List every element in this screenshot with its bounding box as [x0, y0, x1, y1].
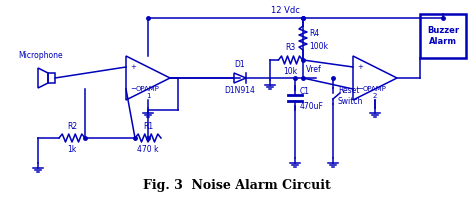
Text: Buzzer
Alarm: Buzzer Alarm: [427, 26, 459, 46]
Text: R4: R4: [309, 30, 319, 38]
Text: Reset
Switch: Reset Switch: [338, 86, 364, 106]
Text: −: −: [130, 86, 136, 92]
Text: −: −: [357, 86, 363, 92]
Text: +: +: [357, 64, 363, 70]
Text: OPAMP
2: OPAMP 2: [363, 86, 387, 99]
Text: R2: R2: [67, 122, 77, 131]
Text: Microphone: Microphone: [18, 51, 63, 61]
Text: 12 Vdc: 12 Vdc: [271, 6, 300, 15]
Text: R3: R3: [285, 43, 296, 52]
Text: 470uF: 470uF: [300, 102, 324, 111]
Text: 470 k: 470 k: [137, 145, 159, 154]
Text: R1: R1: [143, 122, 153, 131]
Bar: [48, 73, 55, 83]
Text: 100k: 100k: [309, 42, 328, 51]
Text: D1N914: D1N914: [225, 86, 255, 95]
Text: Vref: Vref: [306, 65, 322, 74]
Text: 10k: 10k: [283, 67, 298, 76]
Text: 1k: 1k: [67, 145, 77, 154]
Text: +: +: [130, 64, 136, 70]
Text: C1: C1: [300, 88, 310, 96]
Text: Fig. 3  Noise Alarm Circuit: Fig. 3 Noise Alarm Circuit: [143, 180, 331, 192]
Text: D1: D1: [235, 60, 246, 69]
Text: OPAMP
1: OPAMP 1: [136, 86, 160, 99]
